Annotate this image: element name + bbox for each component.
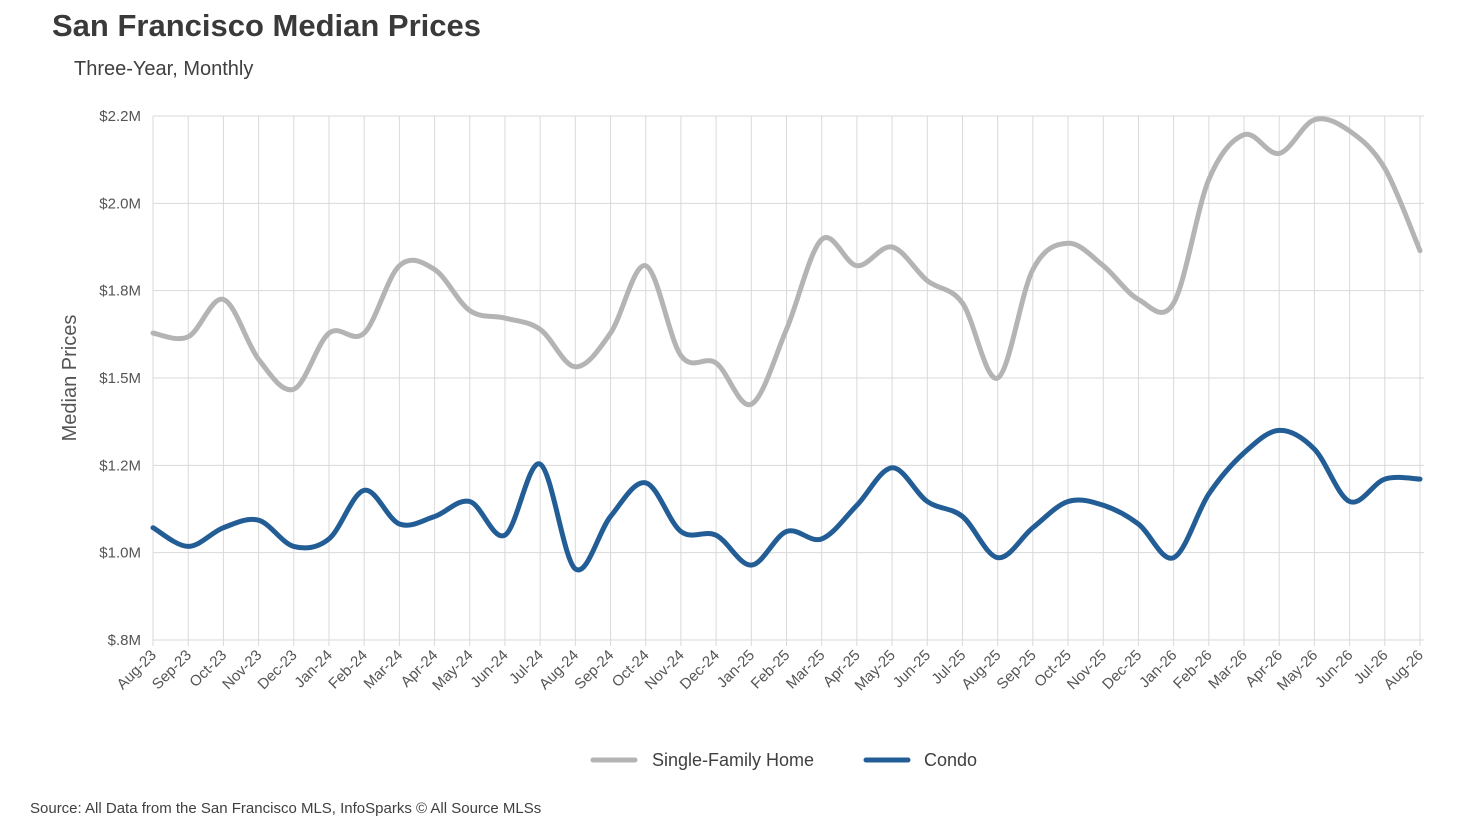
x-tick-label: Mar-26 (1205, 647, 1251, 693)
series-line-1 (150, 427, 1423, 573)
y-tick-label: $.8M (108, 632, 141, 649)
legend: Single-Family Home Condo (590, 750, 977, 770)
x-axis-ticks: Aug-23Sep-23Oct-23Nov-23Dec-23Jan-24Feb-… (114, 647, 1427, 694)
x-tick-label: Mar-24 (361, 647, 407, 693)
source-note: Source: All Data from the San Francisco … (30, 800, 542, 817)
y-tick-label: $1.2M (99, 457, 141, 474)
y-tick-label: $1.5M (99, 370, 141, 387)
grid-lines (152, 115, 1424, 646)
x-tick-label: Dec-25 (1099, 647, 1145, 693)
series-lines (150, 116, 1423, 573)
x-tick-label: Aug-26 (1381, 647, 1427, 693)
y-axis-ticks: $.8M $1.0M $1.2M $1.5M $1.8M $2.0M $2.2M (99, 108, 141, 649)
y-tick-label: $1.0M (99, 545, 141, 562)
legend-label-0: Single-Family Home (652, 750, 814, 770)
x-tick-label: Sep-24 (571, 647, 617, 693)
x-tick-label: Feb-26 (1170, 647, 1216, 693)
y-tick-label: $1.8M (99, 283, 141, 300)
y-tick-label: $2.2M (99, 108, 141, 125)
x-tick-label: Jun-25 (890, 647, 934, 691)
chart-subtitle: Three-Year, Monthly (74, 58, 254, 80)
y-tick-label: $2.0M (99, 195, 141, 212)
x-tick-label: Jun-24 (467, 647, 511, 691)
x-tick-label: Jun-26 (1312, 647, 1356, 691)
series-line-0 (150, 116, 1423, 408)
x-tick-label: Feb-24 (325, 647, 371, 693)
chart-title: San Francisco Median Prices (52, 8, 482, 43)
x-tick-label: Feb-25 (748, 647, 794, 693)
x-tick-label: Sep-23 (149, 647, 195, 693)
x-tick-label: Dec-23 (254, 647, 300, 693)
x-tick-label: Dec-24 (677, 647, 723, 693)
x-tick-label: Sep-25 (993, 647, 1039, 693)
legend-label-1: Condo (924, 750, 977, 770)
y-axis-label: Median Prices (59, 315, 81, 442)
x-tick-label: Mar-25 (783, 647, 829, 693)
